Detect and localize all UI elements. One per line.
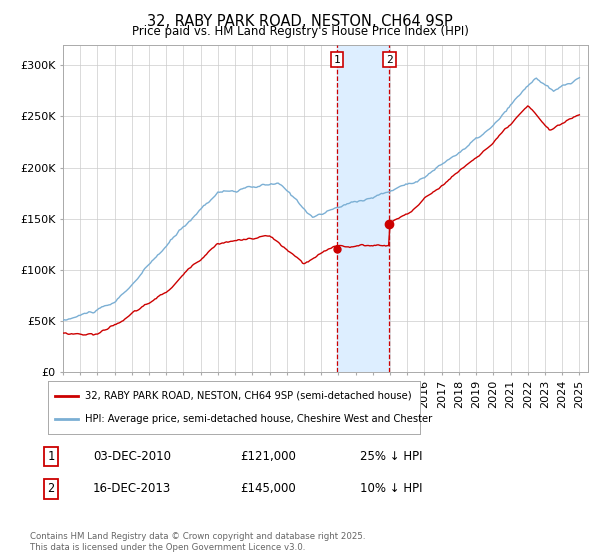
Text: 2: 2 (47, 482, 55, 496)
Text: 16-DEC-2013: 16-DEC-2013 (93, 482, 171, 496)
Text: 1: 1 (334, 55, 340, 64)
Text: HPI: Average price, semi-detached house, Cheshire West and Chester: HPI: Average price, semi-detached house,… (85, 414, 433, 424)
Text: 10% ↓ HPI: 10% ↓ HPI (360, 482, 422, 496)
Text: 03-DEC-2010: 03-DEC-2010 (93, 450, 171, 463)
Text: 32, RABY PARK ROAD, NESTON, CH64 9SP: 32, RABY PARK ROAD, NESTON, CH64 9SP (147, 14, 453, 29)
Text: Contains HM Land Registry data © Crown copyright and database right 2025.
This d: Contains HM Land Registry data © Crown c… (30, 532, 365, 552)
Text: £145,000: £145,000 (240, 482, 296, 496)
Text: Price paid vs. HM Land Registry's House Price Index (HPI): Price paid vs. HM Land Registry's House … (131, 25, 469, 38)
Text: 2: 2 (386, 55, 393, 64)
Text: £121,000: £121,000 (240, 450, 296, 463)
Text: 32, RABY PARK ROAD, NESTON, CH64 9SP (semi-detached house): 32, RABY PARK ROAD, NESTON, CH64 9SP (se… (85, 391, 412, 401)
Text: 25% ↓ HPI: 25% ↓ HPI (360, 450, 422, 463)
Bar (337, 45, 389, 372)
Text: 1: 1 (47, 450, 55, 463)
